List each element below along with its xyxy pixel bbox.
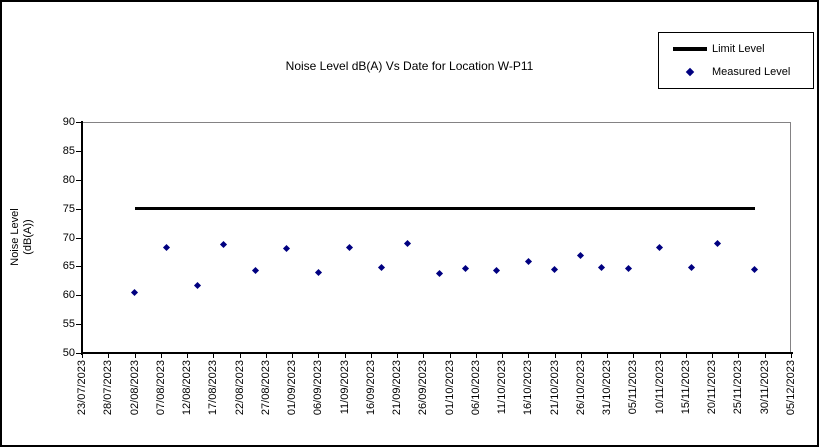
measured-diamond-swatch xyxy=(685,67,695,76)
y-tick-label: 65 xyxy=(62,260,75,272)
y-tick-label: 90 xyxy=(62,116,75,128)
x-tick-mark xyxy=(292,354,293,358)
limit-line-swatch xyxy=(673,47,707,52)
x-tick-mark xyxy=(581,354,582,358)
y-axis-line xyxy=(81,121,83,355)
x-tick-label: 10/11/2023 xyxy=(654,360,666,415)
x-tick-mark xyxy=(765,354,766,358)
y-tick-label: 60 xyxy=(62,289,75,301)
x-tick-label: 25/11/2023 xyxy=(732,360,744,415)
x-tick-label: 05/12/2023 xyxy=(785,360,797,416)
x-tick-label: 15/11/2023 xyxy=(680,360,692,415)
x-tick-mark xyxy=(633,354,634,358)
x-tick-mark xyxy=(528,354,529,358)
x-tick-mark xyxy=(738,354,739,358)
x-tick-label: 20/11/2023 xyxy=(706,360,718,415)
x-tick-label: 30/11/2023 xyxy=(759,360,771,415)
y-tick-mark xyxy=(76,266,82,267)
x-tick-mark xyxy=(450,354,451,358)
x-tick-label: 12/08/2023 xyxy=(181,360,193,416)
x-tick-label: 31/10/2023 xyxy=(601,360,613,416)
x-tick-label: 26/09/2023 xyxy=(417,360,429,416)
plot-area xyxy=(82,122,791,353)
x-tick-mark xyxy=(318,354,319,358)
x-tick-label: 23/07/2023 xyxy=(76,360,88,416)
legend-label-measured: Measured Level xyxy=(712,65,791,78)
x-tick-label: 01/10/2023 xyxy=(444,360,456,416)
legend-entry-measured: Measured Level xyxy=(671,66,813,78)
x-tick-mark xyxy=(266,354,267,358)
y-tick-label: 80 xyxy=(62,174,75,186)
x-tick-label: 16/09/2023 xyxy=(365,360,377,416)
y-tick-mark xyxy=(76,238,82,239)
x-tick-mark xyxy=(371,354,372,358)
y-tick-mark xyxy=(76,324,82,325)
y-tick-mark xyxy=(76,122,82,123)
x-axis-line xyxy=(81,352,793,354)
chart-title: Noise Level dB(A) Vs Date for Location W… xyxy=(285,59,534,73)
y-tick-mark xyxy=(76,151,82,152)
y-axis-title: Noise Level (dB(A)) xyxy=(9,162,39,312)
x-tick-mark xyxy=(502,354,503,358)
x-tick-mark xyxy=(660,354,661,358)
y-axis-title-line2: (dB(A)) xyxy=(22,219,34,255)
y-tick-label: 75 xyxy=(62,203,75,215)
x-tick-mark xyxy=(423,354,424,358)
x-tick-mark xyxy=(240,354,241,358)
x-tick-label: 21/10/2023 xyxy=(549,360,561,416)
x-tick-label: 28/07/2023 xyxy=(102,360,114,416)
x-tick-mark xyxy=(82,354,83,358)
y-tick-mark xyxy=(76,353,82,354)
x-tick-label: 11/09/2023 xyxy=(339,360,351,415)
x-tick-label: 11/10/2023 xyxy=(496,360,508,415)
y-tick-mark xyxy=(76,180,82,181)
x-tick-label: 06/09/2023 xyxy=(312,360,324,416)
legend: Limit Level Measured Level xyxy=(658,32,814,89)
x-tick-mark xyxy=(476,354,477,358)
x-tick-mark xyxy=(108,354,109,358)
x-tick-mark xyxy=(791,354,792,358)
x-tick-label: 16/10/2023 xyxy=(522,360,534,416)
y-tick-mark xyxy=(76,295,82,296)
x-tick-label: 22/08/2023 xyxy=(234,360,246,416)
x-tick-mark xyxy=(161,354,162,358)
limit-level-line xyxy=(135,207,755,210)
x-tick-mark xyxy=(187,354,188,358)
y-tick-label: 50 xyxy=(62,347,75,359)
x-tick-mark xyxy=(712,354,713,358)
x-tick-mark xyxy=(213,354,214,358)
x-tick-label: 27/08/2023 xyxy=(260,360,272,416)
x-tick-label: 17/08/2023 xyxy=(207,360,219,416)
y-tick-label: 85 xyxy=(62,145,75,157)
x-tick-label: 21/09/2023 xyxy=(391,360,403,416)
legend-entry-limit: Limit Level xyxy=(671,43,813,55)
x-tick-label: 01/09/2023 xyxy=(286,360,298,416)
x-tick-mark xyxy=(397,354,398,358)
y-tick-label: 70 xyxy=(62,232,75,244)
y-tick-label: 55 xyxy=(62,318,75,330)
x-tick-label: 26/10/2023 xyxy=(575,360,587,416)
x-tick-label: 06/10/2023 xyxy=(470,360,482,416)
y-tick-mark xyxy=(76,209,82,210)
legend-swatch-box xyxy=(671,47,709,52)
x-tick-label: 05/11/2023 xyxy=(627,360,639,415)
y-axis-title-line1: Noise Level xyxy=(9,208,21,266)
x-tick-mark xyxy=(555,354,556,358)
legend-swatch-box xyxy=(671,67,709,76)
legend-label-limit: Limit Level xyxy=(712,43,765,56)
x-tick-mark xyxy=(135,354,136,358)
x-tick-mark xyxy=(607,354,608,358)
x-tick-mark xyxy=(345,354,346,358)
x-tick-mark xyxy=(686,354,687,358)
x-tick-label: 07/08/2023 xyxy=(155,360,167,416)
x-tick-label: 02/08/2023 xyxy=(129,360,141,416)
